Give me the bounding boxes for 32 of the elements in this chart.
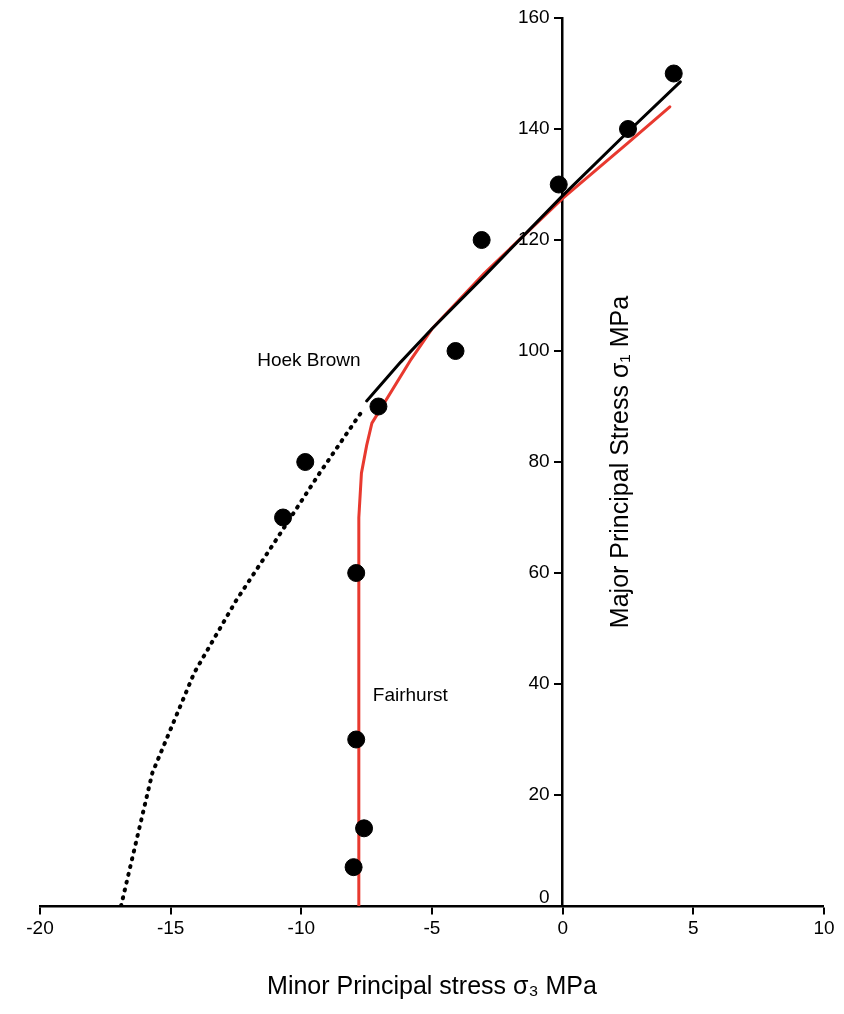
y-tick-label: 20 xyxy=(528,783,550,805)
x-tick-label: 10 xyxy=(813,916,835,938)
y-tick-label: 140 xyxy=(517,117,550,139)
x-axis-title: Minor Principal stress σ₃ MPa xyxy=(267,971,598,999)
point xyxy=(664,64,683,83)
y-tick-label: 60 xyxy=(528,561,550,583)
x-tick-label: 0 xyxy=(557,916,568,938)
series-label: Hoek Brown xyxy=(257,349,361,371)
series-label: Fairhurst xyxy=(372,683,449,705)
point xyxy=(344,858,363,877)
y-axis-title: Major Principal Stress σ₁ MPa xyxy=(604,295,633,629)
x-tick-label: -15 xyxy=(156,916,185,938)
point xyxy=(472,231,491,249)
point xyxy=(549,175,568,194)
x-tick-label: 5 xyxy=(688,916,699,938)
point xyxy=(446,342,465,360)
point xyxy=(296,453,315,471)
y-tick-label: 80 xyxy=(528,450,550,472)
point xyxy=(347,564,366,582)
x-tick-label: -20 xyxy=(26,916,54,938)
x-tick-label: -5 xyxy=(423,916,441,938)
y-tick-label: 40 xyxy=(528,672,550,694)
point xyxy=(619,120,637,138)
point xyxy=(347,730,366,749)
y-tick-label: 100 xyxy=(517,339,550,361)
point xyxy=(369,397,388,416)
y-tick-label: 160 xyxy=(517,6,550,28)
point xyxy=(274,508,293,527)
x-tick-label: -10 xyxy=(287,916,316,938)
point xyxy=(355,819,374,838)
y-tick-label: 120 xyxy=(517,228,550,250)
y-tick-label: 0 xyxy=(539,886,550,908)
